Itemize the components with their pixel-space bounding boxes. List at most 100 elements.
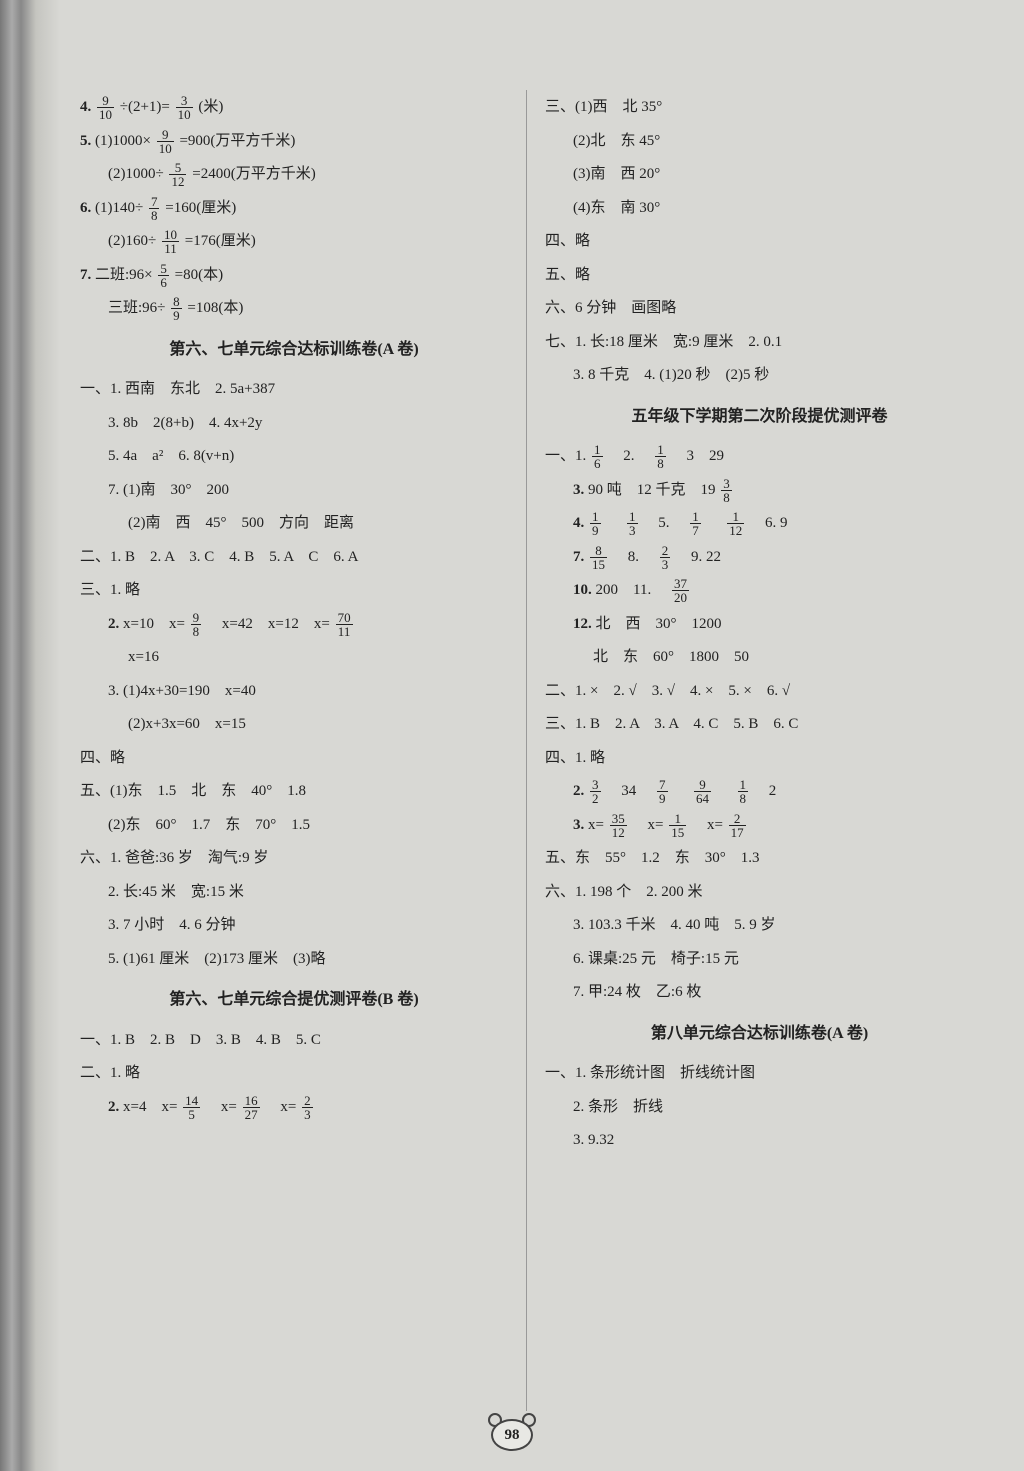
- answer-line: 四、略: [80, 743, 508, 775]
- fraction: 145: [183, 1094, 200, 1121]
- answer-line: 六、1. 198 个 2. 200 米: [545, 877, 974, 909]
- text: 2.: [608, 448, 649, 464]
- text: 略: [125, 1065, 140, 1081]
- item-num: 2.: [108, 616, 119, 632]
- fraction: 78: [149, 195, 160, 222]
- text: 1. × 2. √ 3. √ 4. × 5. × 6. √: [575, 683, 790, 699]
- answer-line: 三、(1)西 北 35°: [545, 92, 974, 124]
- text: 6 分钟 画图略: [575, 300, 676, 316]
- answer-line: 5. (1)1000× 910 =900(万平方千米): [80, 126, 508, 158]
- item-num: 3.: [573, 482, 584, 498]
- text: =176(厘米): [185, 233, 256, 249]
- answer-line: 3. 103.3 千米 4. 40 吨 5. 9 岁: [545, 910, 974, 942]
- answer-line: 一、1. 16 2. 18 3 29: [545, 441, 974, 473]
- text: 5.: [643, 515, 684, 531]
- text: (2)160÷: [108, 233, 156, 249]
- text: 1. B 2. A 3. A 4. C 5. B 6. C: [575, 716, 798, 732]
- answer-line: (2)1000÷ 512 =2400(万平方千米): [80, 159, 508, 191]
- answer-line: 三、1. B 2. A 3. A 4. C 5. B 6. C: [545, 709, 974, 741]
- text: 9. 22: [676, 549, 721, 565]
- text: (1)1000×: [95, 133, 151, 149]
- section-title: 五年级下学期第二次阶段提优测评卷: [545, 400, 974, 434]
- section-num: 六、1.: [80, 850, 121, 866]
- fraction: 512: [169, 161, 186, 188]
- answer-line: 2. x=4 x= 145 x= 1627 x= 23: [80, 1092, 508, 1124]
- text: 条形统计图 折线统计图: [590, 1065, 755, 1081]
- section-num: 五、: [545, 267, 575, 283]
- text: x=: [206, 1099, 237, 1115]
- text: (2)1000÷: [108, 166, 164, 182]
- text: 略: [590, 750, 605, 766]
- answer-line: 7. 815 8. 23 9. 22: [545, 542, 974, 574]
- answer-line: (4)东 南 30°: [545, 193, 974, 225]
- fraction: 23: [660, 544, 671, 571]
- section-num: 二、: [80, 549, 110, 565]
- answer-line: (2)160÷ 1011 =176(厘米): [80, 226, 508, 258]
- page-number-badge: 98: [491, 1419, 533, 1451]
- answer-line: 三、1. 略: [80, 575, 508, 607]
- fraction: 98: [191, 611, 202, 638]
- answer-line: 2. 32 34 79 964 18 2: [545, 776, 974, 808]
- answer-line: 六、1. 爸爸:36 岁 淘气:9 岁: [80, 843, 508, 875]
- item-num: 5.: [80, 133, 91, 149]
- section-num: 四、: [80, 750, 110, 766]
- text: (1)西 北 35°: [575, 99, 662, 115]
- text: x=4 x=: [123, 1099, 177, 1115]
- fraction: 1011: [162, 228, 179, 255]
- text: 200 11.: [596, 582, 667, 598]
- item-num: 2.: [573, 783, 584, 799]
- section-num: 一、1.: [545, 1065, 586, 1081]
- section-title: 第八单元综合达标训练卷(A 卷): [545, 1017, 974, 1051]
- fraction: 310: [176, 94, 193, 121]
- fraction: 16: [592, 443, 603, 470]
- answer-line: 5. (1)61 厘米 (2)173 厘米 (3)略: [80, 944, 508, 976]
- item-num: 12.: [573, 616, 592, 632]
- fraction: 23: [302, 1094, 313, 1121]
- answer-line: 3. 90 吨 12 千克 19 38: [545, 475, 974, 507]
- text: 二班:96×: [95, 267, 153, 283]
- text: 略: [575, 267, 590, 283]
- text: 西南 东北 2. 5a+387: [125, 381, 275, 397]
- answer-line: 10. 200 11. 3720: [545, 575, 974, 607]
- section-num: 四、1.: [545, 750, 586, 766]
- text: =160(厘米): [165, 200, 236, 216]
- text: x=: [632, 817, 663, 833]
- text: x=10 x=: [123, 616, 185, 632]
- fraction: 910: [97, 94, 114, 121]
- section-num: 一、: [80, 1032, 110, 1048]
- text: 90 吨 12 千克 19: [588, 482, 716, 498]
- answer-line: (2)北 东 45°: [545, 126, 974, 158]
- text: =2400(万平方千米): [192, 166, 315, 182]
- answer-line: 3. 7 小时 4. 6 分钟: [80, 910, 508, 942]
- answer-line: 六、6 分钟 画图略: [545, 293, 974, 325]
- answer-line: 三班:96÷ 89 =108(本): [80, 293, 508, 325]
- answer-line: 五、略: [545, 260, 974, 292]
- section-num: 七、1.: [545, 334, 586, 350]
- answer-line: 7. 甲:24 枚 乙:6 枚: [545, 977, 974, 1009]
- text: (1)140÷: [95, 200, 143, 216]
- text: =80(本): [175, 267, 223, 283]
- text: x=: [265, 1099, 296, 1115]
- fraction: 3720: [672, 577, 689, 604]
- answer-line: 5. 4a a² 6. 8(v+n): [80, 441, 508, 473]
- answer-line: (2)南 西 45° 500 方向 距离: [80, 508, 508, 540]
- answer-line: 12. 北 西 30° 1200: [545, 609, 974, 641]
- fraction: 38: [721, 477, 732, 504]
- answer-line: 2. 长:45 米 宽:15 米: [80, 877, 508, 909]
- answer-line: 3. 8 千克 4. (1)20 秒 (2)5 秒: [545, 360, 974, 392]
- section-num: 五、: [545, 850, 575, 866]
- left-column: 4. 910 ÷(2+1)= 310 (米) 5. (1)1000× 910 =…: [70, 90, 527, 1411]
- text: ÷(2+1)=: [120, 99, 170, 115]
- text: [606, 515, 621, 531]
- answer-line: 二、1. B 2. A 3. C 4. B 5. A C 6. A: [80, 542, 508, 574]
- fraction: 32: [590, 778, 601, 805]
- fraction: 910: [157, 128, 174, 155]
- text: 6. 9: [750, 515, 788, 531]
- text: 34: [606, 783, 651, 799]
- text: (1)东 1.5 北 东 40° 1.8: [110, 783, 306, 799]
- answer-line: 7. (1)南 30° 200: [80, 475, 508, 507]
- section-num: 二、1.: [80, 1065, 121, 1081]
- text: x=42 x=12 x=: [207, 616, 330, 632]
- section-num: 五、: [80, 783, 110, 799]
- section-num: 六、1.: [545, 884, 586, 900]
